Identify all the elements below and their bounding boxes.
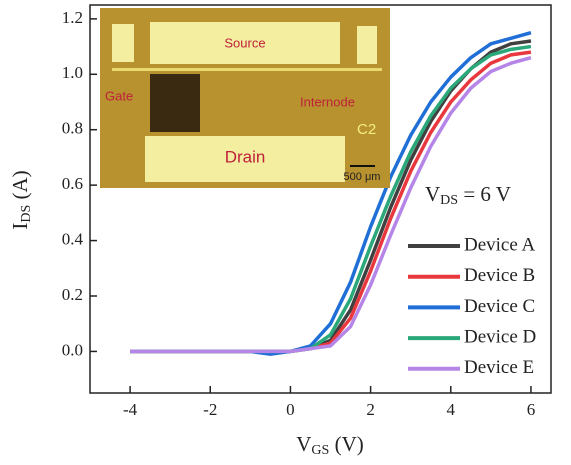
y-tick-label: 0.0 bbox=[62, 340, 83, 359]
y-tick-label: 0.4 bbox=[62, 229, 84, 248]
annotation: VDS = 6 V bbox=[425, 182, 511, 208]
inset-drain: Drain bbox=[225, 147, 266, 166]
y-label-sub: DS bbox=[19, 205, 34, 223]
y-label-main: I bbox=[8, 223, 32, 230]
inset-internode: Internode bbox=[300, 94, 355, 109]
legend-label: Device E bbox=[464, 357, 534, 378]
legend-label: Device B bbox=[464, 265, 535, 286]
internode-pad bbox=[357, 26, 377, 64]
x-label-sub: GS bbox=[311, 443, 329, 458]
inset-id: C2 bbox=[357, 121, 376, 138]
x-tick-label: 6 bbox=[527, 400, 536, 419]
chart: VGS (V) IDS (A) VDS = 6 V Source Drain G… bbox=[0, 0, 571, 465]
inset-source: Source bbox=[224, 35, 265, 50]
legend-label: Device A bbox=[464, 234, 536, 255]
y-label-unit: (A) bbox=[8, 170, 32, 204]
y-tick-label: 1.0 bbox=[62, 63, 83, 82]
inset-scale: 500 μm bbox=[344, 171, 381, 183]
x-tick-label: -2 bbox=[203, 400, 217, 419]
annotation-rest: = 6 V bbox=[458, 182, 511, 206]
y-tick-label: 0.8 bbox=[62, 119, 83, 138]
y-tick-label: 0.6 bbox=[62, 174, 83, 193]
x-tick-label: 2 bbox=[366, 400, 375, 419]
x-axis-label: VGS (V) bbox=[296, 432, 363, 458]
channel bbox=[150, 74, 200, 132]
y-axis-label: IDS (A) bbox=[8, 170, 34, 229]
y-tick-label: 0.2 bbox=[62, 285, 83, 304]
x-label-main: V bbox=[296, 432, 311, 456]
inset-gate: Gate bbox=[105, 88, 133, 103]
x-label-unit: (V) bbox=[329, 432, 363, 456]
legend-label: Device D bbox=[464, 326, 536, 347]
annotation-sub: DS bbox=[440, 193, 458, 208]
x-tick-label: -4 bbox=[123, 400, 138, 419]
y-tick-label: 1.2 bbox=[62, 8, 83, 27]
inset: Source Drain Gate Internode C2 500 μm bbox=[100, 8, 390, 188]
annotation-main: V bbox=[425, 182, 440, 206]
gate-line bbox=[112, 68, 382, 71]
x-tick-label: 4 bbox=[447, 400, 456, 419]
gate-pad bbox=[112, 24, 134, 62]
x-tick-label: 0 bbox=[286, 400, 295, 419]
legend-label: Device C bbox=[464, 296, 535, 317]
